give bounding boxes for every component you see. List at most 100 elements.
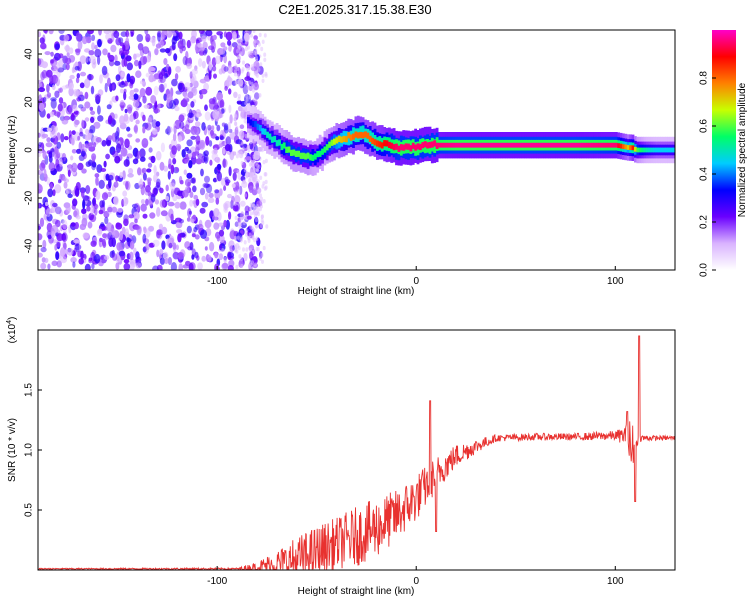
noise-cell bbox=[189, 82, 193, 88]
noise-cell bbox=[159, 257, 165, 265]
snr-scale-base: (x10 bbox=[7, 323, 18, 343]
noise-cell bbox=[186, 63, 193, 69]
noise-cell bbox=[258, 256, 262, 261]
noise-cell bbox=[239, 84, 243, 89]
noise-cell bbox=[214, 263, 220, 270]
noise-cell bbox=[38, 58, 42, 66]
noise-cell bbox=[147, 162, 153, 168]
noise-cell bbox=[222, 147, 226, 155]
ridge-core bbox=[354, 131, 358, 138]
noise-cell bbox=[254, 174, 258, 179]
noise-cell bbox=[223, 219, 227, 228]
noise-cell bbox=[68, 47, 74, 54]
noise-cell bbox=[114, 113, 118, 119]
ridge-core bbox=[266, 131, 269, 138]
ridge-core bbox=[390, 142, 394, 149]
noise-cell bbox=[242, 60, 245, 65]
noise-cell bbox=[82, 222, 86, 229]
noise-cell bbox=[145, 86, 153, 96]
noise-cell bbox=[56, 260, 62, 268]
ridge-core bbox=[407, 143, 410, 150]
noise-cell bbox=[176, 229, 183, 234]
noise-cell bbox=[204, 104, 208, 111]
noise-cell bbox=[87, 30, 94, 35]
noise-cell bbox=[148, 242, 155, 248]
ridge-core bbox=[583, 142, 587, 148]
noise-cell bbox=[142, 172, 147, 181]
ridge-core bbox=[404, 143, 408, 150]
noise-cell bbox=[177, 252, 185, 260]
ridge-core bbox=[294, 150, 298, 157]
ridge-core bbox=[595, 142, 599, 148]
noise-cell bbox=[38, 225, 42, 230]
noise-cell bbox=[244, 101, 248, 106]
ridge-core bbox=[669, 147, 673, 153]
noise-cell bbox=[252, 154, 256, 159]
noise-cell bbox=[182, 264, 189, 269]
noise-cell bbox=[228, 166, 232, 177]
noise-cell bbox=[142, 46, 150, 55]
noise-cell bbox=[153, 187, 159, 195]
ridge-core bbox=[569, 142, 573, 148]
noise-cell bbox=[58, 30, 65, 34]
noise-cell bbox=[90, 110, 96, 116]
noise-cell bbox=[223, 125, 229, 134]
noise-cell bbox=[159, 75, 166, 84]
noise-cell bbox=[151, 119, 158, 129]
noise-cell bbox=[167, 201, 175, 207]
ridge-core bbox=[376, 140, 379, 147]
noise-cell bbox=[100, 255, 104, 261]
ridge-core bbox=[526, 142, 530, 148]
noise-cell bbox=[135, 138, 141, 143]
ridge-core bbox=[445, 142, 449, 148]
noise-cell bbox=[157, 103, 161, 110]
noise-cell bbox=[248, 178, 252, 183]
noise-cell bbox=[58, 179, 62, 184]
noise-cell bbox=[145, 72, 150, 78]
ridge-core bbox=[464, 142, 468, 148]
noise-cell bbox=[219, 188, 223, 196]
noise-cell bbox=[90, 85, 95, 95]
noise-cell bbox=[82, 232, 90, 239]
ridge-core bbox=[430, 141, 434, 148]
y-tick-label: -20 bbox=[24, 190, 35, 205]
noise-cell bbox=[101, 65, 108, 76]
noise-cell bbox=[259, 193, 262, 198]
noise-cell bbox=[254, 211, 258, 216]
noise-cell bbox=[65, 44, 70, 53]
ridge-core bbox=[495, 142, 499, 148]
ridge-core bbox=[364, 131, 367, 138]
ridge-inner-band bbox=[347, 131, 351, 146]
noise-cell bbox=[119, 172, 123, 179]
noise-cell bbox=[39, 217, 45, 227]
noise-cell bbox=[104, 255, 110, 261]
noise-cell bbox=[119, 115, 125, 125]
noise-cell bbox=[198, 58, 203, 67]
noise-cell bbox=[155, 121, 161, 127]
noise-cell bbox=[164, 257, 169, 265]
noise-cell bbox=[256, 163, 260, 169]
noise-cell bbox=[172, 158, 177, 165]
noise-cell bbox=[233, 69, 237, 74]
ridge-core bbox=[490, 142, 494, 148]
noise-cell bbox=[143, 104, 150, 109]
noise-cell bbox=[46, 137, 51, 143]
noise-cell bbox=[123, 159, 130, 167]
colorbar-tick-label: 0.8 bbox=[699, 71, 710, 85]
ridge-core bbox=[505, 142, 508, 148]
noise-cell bbox=[216, 124, 221, 132]
noise-cell bbox=[138, 60, 142, 70]
ridge-core bbox=[626, 145, 630, 150]
colorbar-tick-label: 0.0 bbox=[699, 263, 710, 277]
ridge-core bbox=[361, 132, 365, 139]
noise-cell bbox=[158, 83, 165, 93]
noise-cell bbox=[88, 146, 96, 152]
ridge-core bbox=[395, 143, 398, 150]
noise-cell bbox=[58, 97, 64, 104]
noise-cell bbox=[135, 251, 140, 260]
ridge-core bbox=[550, 142, 554, 148]
ridge-core bbox=[345, 136, 348, 143]
noise-cell bbox=[91, 153, 97, 161]
noise-cell bbox=[166, 125, 171, 136]
noise-cell bbox=[250, 161, 254, 166]
